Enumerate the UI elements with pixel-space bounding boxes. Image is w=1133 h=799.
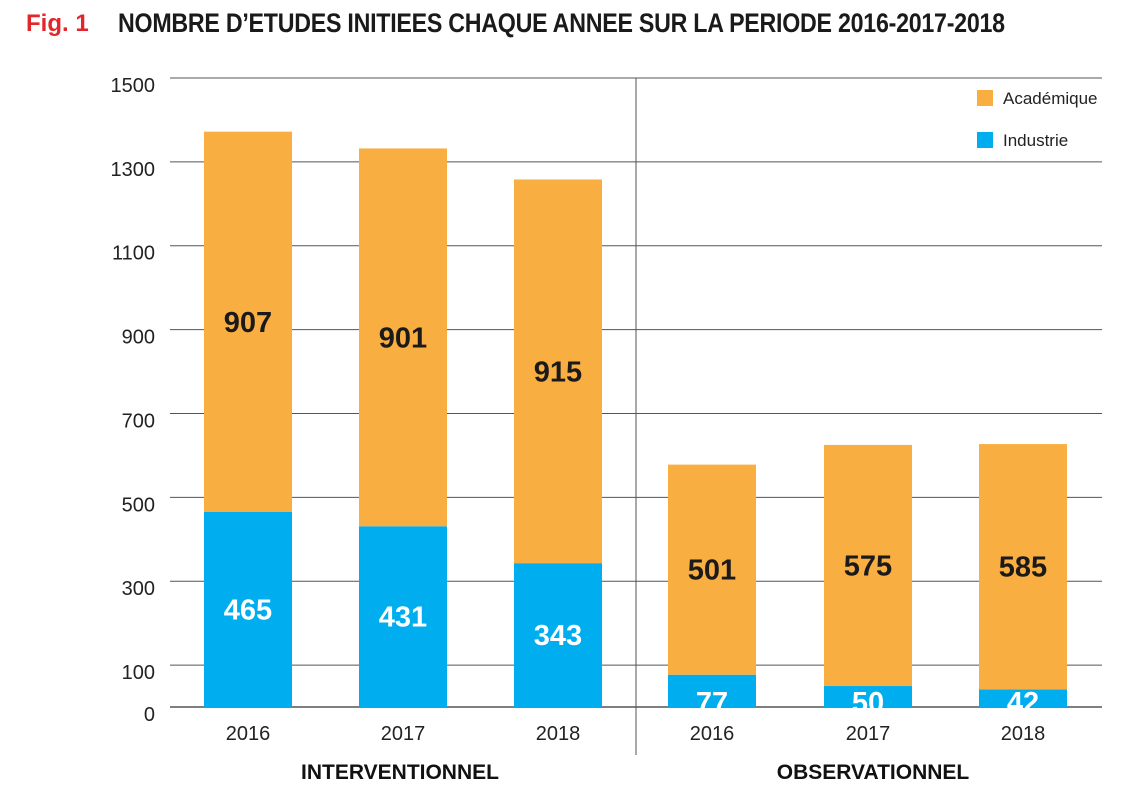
legend-label: Industrie xyxy=(1003,131,1068,150)
y-tick-label: 1300 xyxy=(111,159,156,181)
bar-industrie xyxy=(359,526,447,707)
bar-industrie xyxy=(514,563,602,707)
data-label-industrie: 343 xyxy=(534,620,582,652)
legend-label: Académique xyxy=(1003,89,1098,108)
x-tick-label: 2016 xyxy=(226,723,271,745)
chart-title: NOMBRE D’ETUDES INITIEES CHAQUE ANNEE SU… xyxy=(118,8,1005,38)
data-label-academique: 585 xyxy=(999,552,1047,584)
data-label-academique: 901 xyxy=(379,322,427,354)
data-label-industrie: 42 xyxy=(1007,687,1039,719)
legend-swatch xyxy=(977,132,993,148)
data-label-academique: 575 xyxy=(844,550,892,582)
y-tick-label: 1500 xyxy=(111,75,156,97)
data-label-industrie: 465 xyxy=(224,595,272,627)
bar-academique xyxy=(359,148,447,527)
data-label-academique: 915 xyxy=(534,356,582,388)
bar-industrie xyxy=(979,689,1067,707)
bar-industrie xyxy=(668,674,756,707)
bar-academique xyxy=(668,464,756,675)
x-tick-label: 2018 xyxy=(1001,723,1046,745)
figure-label: Fig. 1 xyxy=(26,10,89,37)
y-tick-label: 100 xyxy=(122,662,155,684)
group-label: OBSERVATIONNEL xyxy=(777,761,970,784)
data-label-academique: 907 xyxy=(224,307,272,339)
group-label: INTERVENTIONNEL xyxy=(301,761,499,784)
data-label-industrie: 77 xyxy=(696,687,728,719)
x-tick-label: 2017 xyxy=(381,723,426,745)
x-tick-label: 2016 xyxy=(690,723,735,745)
y-tick-label: 1100 xyxy=(112,243,155,265)
y-tick-label: 500 xyxy=(122,494,155,516)
y-tick-label: 900 xyxy=(122,327,155,349)
bar-academique xyxy=(514,179,602,564)
data-label-industrie: 431 xyxy=(379,602,427,634)
y-tick-label: 0 xyxy=(144,704,155,726)
data-label-industrie: 50 xyxy=(852,687,884,719)
x-tick-label: 2018 xyxy=(536,723,581,745)
bar-academique xyxy=(824,444,912,687)
bar-academique xyxy=(979,444,1067,690)
bar-academique xyxy=(204,131,292,513)
bar-industrie xyxy=(204,512,292,707)
y-tick-label: 700 xyxy=(122,410,155,432)
bar-industrie xyxy=(824,686,912,707)
chart-header: Fig. 1 NOMBRE D’ETUDES INITIEES CHAQUE A… xyxy=(0,0,1133,60)
legend-swatch xyxy=(977,90,993,106)
y-tick-label: 300 xyxy=(122,578,155,600)
data-label-academique: 501 xyxy=(688,555,736,587)
x-tick-label: 2017 xyxy=(846,723,891,745)
